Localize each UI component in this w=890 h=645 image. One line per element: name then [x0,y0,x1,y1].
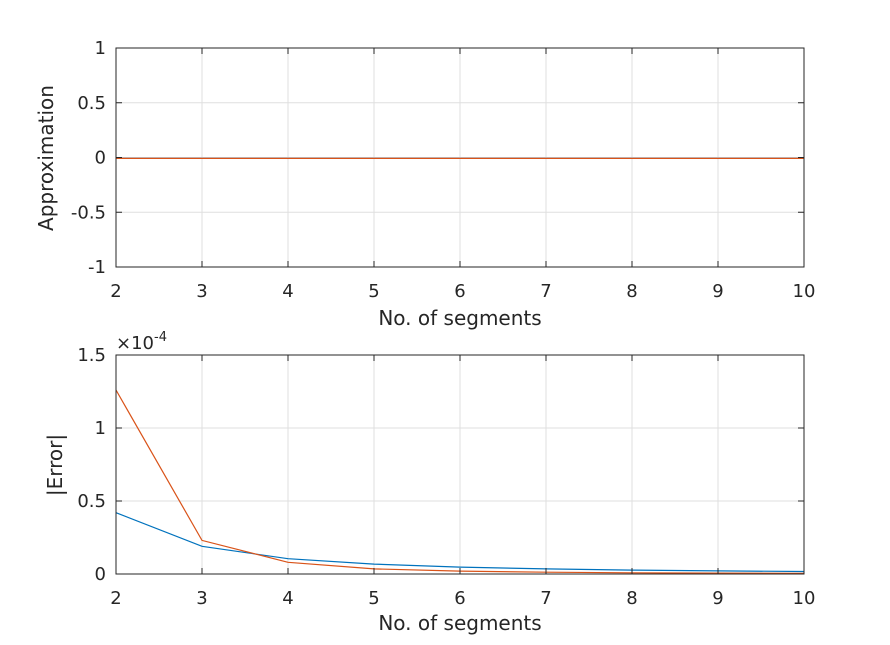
bottom-x-tick-label: 7 [540,588,551,609]
top-y-tick-label: 1 [95,38,106,59]
bottom-x-tick-label: 3 [196,588,207,609]
top-y-ticks: -1 -0.5 0 0.5 1 [71,38,804,278]
top-x-ticks: 2 3 4 5 6 7 8 9 10 [110,48,815,302]
top-x-tick-label: 3 [196,281,207,302]
top-y-tick-label: -0.5 [71,202,106,223]
top-x-axis-label: No. of segments [378,306,541,330]
bottom-x-tick-label: 6 [454,588,465,609]
top-y-tick-label: -1 [88,257,106,278]
bottom-x-tick-label: 8 [626,588,637,609]
top-x-tick-label: 6 [454,281,465,302]
exponent-power: -4 [154,330,167,345]
bottom-x-tick-label: 2 [110,588,121,609]
top-x-tick-label: 2 [110,281,121,302]
bottom-y-tick-label: 0.5 [77,491,106,512]
bottom-y-tick-label: 1 [95,418,106,439]
bottom-y-ticks: 0 0.5 1 1.5 [77,345,804,585]
top-y-tick-label: 0 [95,148,106,169]
exponent-base: ×10 [116,333,154,354]
bottom-y-tick-label: 1.5 [77,345,106,366]
top-x-tick-label: 7 [540,281,551,302]
top-x-tick-label: 8 [626,281,637,302]
top-x-tick-label: 10 [793,281,816,302]
top-x-tick-label: 4 [282,281,293,302]
top-axes: 2 3 4 5 6 7 8 9 10 -1 -0.5 0 0.5 1 No. of segments A… [34,38,815,330]
bottom-x-ticks: 2 3 4 5 6 7 8 9 10 [110,355,815,609]
bottom-axes: 2 3 4 5 6 7 8 9 10 0 0.5 1 1.5 ×10-4 No. of segment… [43,330,815,635]
top-y-axis-label: Approximation [34,85,58,231]
bottom-series-line-1 [115,512,805,573]
top-x-tick-label: 5 [368,281,379,302]
bottom-x-tick-label: 5 [368,588,379,609]
top-x-tick-label: 9 [712,281,723,302]
top-y-tick-label: 0.5 [77,93,106,114]
bottom-y-axis-label: |Error| [43,434,67,496]
bottom-x-tick-label: 9 [712,588,723,609]
bottom-y-tick-label: 0 [95,564,106,585]
bottom-x-tick-label: 4 [282,588,293,609]
bottom-exponent-label: ×10-4 [116,330,167,354]
bottom-x-tick-label: 10 [793,588,816,609]
bottom-x-axis-label: No. of segments [378,611,541,635]
